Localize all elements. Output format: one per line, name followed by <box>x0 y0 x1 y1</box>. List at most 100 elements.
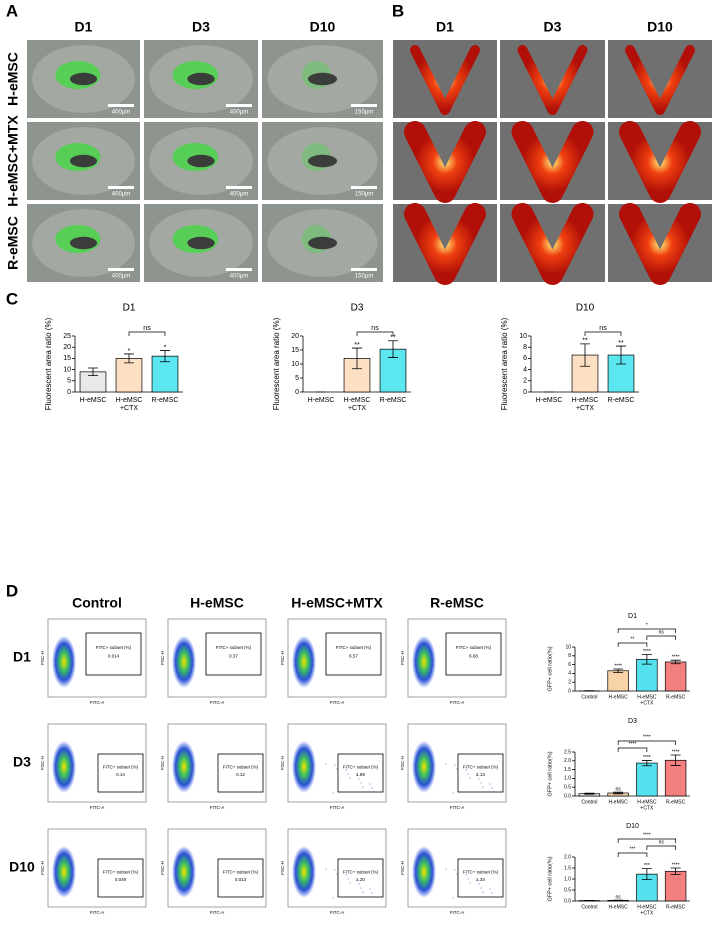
axis-label: FSC-H <box>280 756 285 770</box>
y-tick-label: 0 <box>67 389 71 396</box>
error-bar <box>580 343 590 367</box>
scatter-noise <box>371 892 373 894</box>
gate-value: 0.37 <box>229 653 238 658</box>
scatter-noise <box>452 897 454 899</box>
bracket-label: * <box>646 622 648 628</box>
bracket-label: *** <box>630 846 636 852</box>
v-shaped-uterus-signal <box>625 45 695 115</box>
row-label: D3 <box>13 754 31 770</box>
y-tick-label: 20 <box>291 333 299 340</box>
error-bar <box>88 367 98 377</box>
error-bar <box>584 792 595 795</box>
gate-label: FITC+ subset (%) <box>223 764 259 769</box>
scatter-noise <box>482 786 484 788</box>
lumen <box>307 72 338 86</box>
y-axis-label: Fluorescent area ratio (%) <box>44 317 53 410</box>
scatter-noise <box>491 787 493 789</box>
scatter-noise <box>456 768 458 770</box>
x-tick-label: R-eMSC <box>608 397 635 404</box>
gate-value: 0.049 <box>115 877 127 882</box>
error-bar <box>670 659 681 665</box>
y-tick-label: 6 <box>523 355 527 362</box>
gate-label: FITC+ subset (%) <box>336 645 372 650</box>
x-tick-label: H-eMSC <box>637 799 657 805</box>
axis-label: FSC-H <box>400 861 405 875</box>
scale-bar <box>351 186 377 189</box>
bracket-label: **** <box>643 734 651 740</box>
scatter-noise <box>349 882 351 884</box>
gate-value: 1.89 <box>356 772 365 777</box>
axis-label: FSC-H <box>160 756 165 770</box>
scatter-noise <box>360 782 362 784</box>
gate <box>217 753 264 793</box>
scatter-noise <box>358 778 360 780</box>
chart-title: D3 <box>351 303 364 314</box>
x-tick-label: +CTX <box>576 405 594 412</box>
x-tick-label: H-eMSC <box>609 799 629 805</box>
x-tick-label: Control <box>581 904 597 910</box>
significance-mark: ** <box>582 338 588 345</box>
bar <box>664 661 687 692</box>
gate <box>325 632 382 676</box>
x-tick-label: +CTX <box>640 805 654 811</box>
gate <box>337 858 384 898</box>
axis-label: FSC-H <box>280 651 285 665</box>
scatter-noise <box>467 878 469 880</box>
axis-label: FSC-H <box>160 861 165 875</box>
gate <box>217 858 264 898</box>
y-tick-label: 0 <box>523 389 527 396</box>
scatter-noise <box>454 869 456 871</box>
scatter-noise <box>358 883 360 885</box>
x-tick-label: H-eMSC <box>116 397 143 404</box>
scatter-noise <box>369 783 371 785</box>
scale-bar-label: 150μm <box>355 192 373 198</box>
x-tick-label: H-eMSC <box>536 397 563 404</box>
gate <box>337 753 384 793</box>
scale-bar <box>226 268 252 271</box>
scatter-noise <box>369 888 371 890</box>
gate <box>457 858 504 898</box>
scatter-noise <box>480 887 482 889</box>
scatter-noise <box>480 782 482 784</box>
y-axis-label: GFP+ cell ratio(%) <box>547 856 553 901</box>
scatter-noise <box>478 778 480 780</box>
scatter-noise <box>469 882 471 884</box>
scale-bar-label: 400μm <box>112 274 130 280</box>
scatter-noise <box>489 783 491 785</box>
significance-bracket <box>646 635 676 640</box>
scale-bar-label: 150μm <box>355 110 373 116</box>
scatter-noise <box>345 769 347 771</box>
v-shaped-uterus-signal <box>517 45 588 115</box>
lumen <box>69 154 98 168</box>
v-shaped-uterus-signal <box>404 203 486 285</box>
y-tick-label: 25 <box>63 333 71 340</box>
panel-label: B <box>392 1 404 20</box>
gate-value: 0.12 <box>236 772 245 777</box>
scale-bar-label: 400μm <box>230 110 248 116</box>
y-tick-label: 8 <box>568 653 571 659</box>
lumen <box>187 154 215 168</box>
significance-bracket <box>646 845 676 850</box>
scale-bar <box>226 186 252 189</box>
gate-label: FITC+ subset (%) <box>463 764 499 769</box>
scatter-noise <box>332 897 334 899</box>
y-tick-label: 1.5 <box>564 865 571 871</box>
x-tick-label: R-eMSC <box>666 799 686 805</box>
column-header: D10 <box>647 19 673 35</box>
cell-population <box>52 845 76 898</box>
cell-population <box>52 740 76 793</box>
scatter-noise <box>445 868 447 870</box>
scatter-noise <box>452 792 454 794</box>
gate-value: 0.013 <box>235 877 247 882</box>
scatter-noise <box>482 891 484 893</box>
scale-bar <box>226 104 252 107</box>
scatter-noise <box>362 786 364 788</box>
x-tick-label: +CTX <box>120 405 138 412</box>
chart-title: D1 <box>628 613 637 620</box>
axis-label: FSC-H <box>40 861 45 875</box>
v-shaped-uterus-signal <box>511 121 594 203</box>
panel-label: D <box>6 581 18 600</box>
scale-bar-label: 400μm <box>112 192 130 198</box>
gate-label: FITC+ subset (%) <box>216 645 252 650</box>
